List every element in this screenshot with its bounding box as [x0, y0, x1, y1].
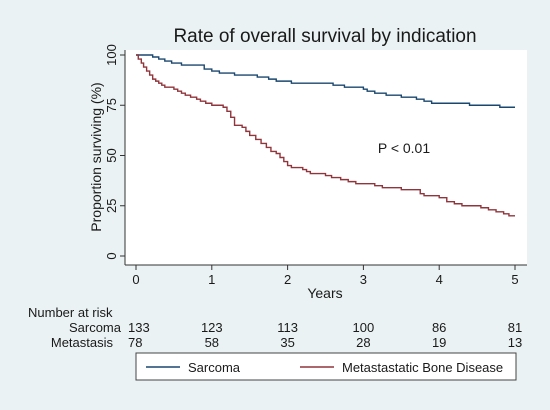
y-tick-label: 25 — [104, 199, 119, 213]
x-tick-label: 5 — [511, 272, 518, 287]
y-tick-label: 0 — [104, 252, 119, 259]
risk-cell: 28 — [356, 335, 370, 350]
x-tick-label: 2 — [284, 272, 291, 287]
risk-cell: 13 — [508, 335, 522, 350]
risk-cell: 78 — [128, 335, 142, 350]
y-tick-label: 50 — [104, 148, 119, 162]
risk-cell: 86 — [432, 320, 446, 335]
risk-table-title: Number at risk — [28, 305, 113, 320]
x-tick-label: 3 — [360, 272, 367, 287]
risk-cell: 58 — [205, 335, 219, 350]
y-tick-label: 100 — [104, 44, 119, 66]
risk-table: Sarcoma 133 123 113 100 86 81 Metastasis 78 58 35 2… — [51, 320, 522, 350]
series-line-sarcoma — [136, 54, 515, 108]
legend-label: Metastastatic Bone Disease — [342, 360, 503, 375]
risk-row-label: Sarcoma — [69, 320, 122, 335]
risk-cell: 81 — [508, 320, 522, 335]
series-line-metastatic-bone-disease — [136, 54, 515, 217]
y-tick-label: 75 — [104, 98, 119, 112]
x-ticks: 0 1 2 3 4 5 — [132, 265, 519, 287]
y-axis-label: Proportion surviving (%) — [88, 82, 104, 231]
x-tick-label: 1 — [208, 272, 215, 287]
risk-cell: 133 — [128, 320, 150, 335]
risk-cell: 19 — [432, 335, 446, 350]
p-value-annotation: P < 0.01 — [378, 140, 431, 156]
series-lines — [136, 54, 515, 217]
risk-cell: 35 — [280, 335, 294, 350]
x-axis-label: Years — [307, 285, 342, 301]
x-tick-label: 0 — [132, 272, 139, 287]
legend-label: Sarcoma — [188, 360, 241, 375]
y-ticks: 0 25 50 75 100 — [104, 44, 125, 260]
risk-cell: 113 — [277, 320, 298, 335]
legend: Sarcoma Metastastatic Bone Disease — [146, 360, 503, 375]
risk-cell: 100 — [353, 320, 375, 335]
risk-row-label: Metastasis — [51, 335, 114, 350]
x-tick-label: 4 — [436, 272, 443, 287]
risk-cell: 123 — [201, 320, 223, 335]
plot-area — [125, 50, 527, 265]
chart-title: Rate of overall survival by indication — [173, 26, 476, 47]
